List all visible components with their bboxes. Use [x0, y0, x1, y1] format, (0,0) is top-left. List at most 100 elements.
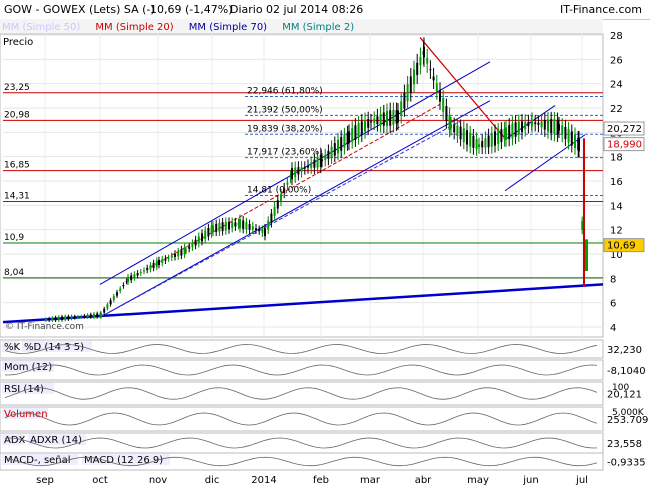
candle-body-34 — [149, 265, 152, 270]
candle-body-170 — [558, 124, 560, 131]
candle-body-83 — [297, 167, 300, 175]
price-badge-0: 20,272 — [607, 124, 642, 135]
candle-body-41 — [170, 255, 173, 258]
candle-body-158 — [524, 121, 527, 130]
channel-lower — [99, 100, 491, 318]
candle-body-107 — [370, 121, 372, 123]
panel-tag-bg-macd-1 — [82, 454, 170, 465]
candle-body-68 — [251, 226, 254, 230]
candle-body-95 — [333, 143, 336, 156]
fib-label-3: 17,917 (23,60%) — [247, 148, 323, 158]
fib-label-0: 22,946 (61,80%) — [247, 86, 323, 96]
candle-body-73 — [267, 220, 270, 230]
candle-body-100 — [348, 131, 350, 144]
candle-body-49 — [194, 239, 197, 246]
candle-body-69 — [255, 228, 257, 230]
candle-body-152 — [505, 127, 507, 140]
panel-line-adx — [4, 437, 598, 449]
candle-body-38 — [161, 259, 164, 263]
candle-body-72 — [264, 228, 266, 237]
candle-body-44 — [180, 249, 183, 256]
candle-body-6 — [64, 316, 67, 320]
candle-body-117 — [400, 101, 403, 116]
panel-value-volume: 253.709 — [607, 415, 648, 426]
legend-item-3: MM (Simple 2) — [282, 22, 354, 33]
candle-body-56 — [215, 223, 218, 232]
candle-body-119 — [406, 84, 409, 102]
y-tick-label-10: 8 — [610, 274, 616, 285]
candle-body-25 — [122, 285, 125, 287]
candle-body-28 — [130, 275, 133, 281]
candle-body-138 — [462, 128, 465, 143]
candle-body-151 — [503, 128, 506, 140]
candle-body-31 — [139, 272, 142, 274]
candle-body-52 — [204, 230, 207, 240]
candle-body-101 — [351, 128, 354, 142]
candle-body-29 — [133, 274, 136, 278]
candle-body-150 — [500, 129, 503, 143]
candle-body-7 — [67, 316, 70, 320]
candle-body-47 — [188, 246, 191, 249]
candle-body-177 — [578, 137, 580, 152]
candle-body-129 — [435, 83, 438, 92]
fib-label-2: 19,839 (38,20%) — [247, 124, 323, 134]
candle-body-8 — [70, 316, 73, 319]
datetime-label: 02 jul 2014 08:26 — [266, 3, 364, 16]
candle-body-1 — [48, 318, 51, 321]
candle-body-173 — [567, 128, 570, 143]
x-tick-label-10: jul — [575, 475, 588, 486]
x-tick-label-9: jun — [522, 475, 538, 486]
panel-tag-macd-1: MACD (12 26 9) — [84, 455, 163, 466]
candle-body-142 — [475, 139, 478, 149]
candle-body-48 — [191, 243, 194, 248]
candle-body-53 — [207, 228, 210, 237]
candle-body-33 — [146, 267, 149, 271]
panel-line-stoch — [4, 344, 598, 354]
candle-body-168 — [553, 119, 556, 135]
candle-body-89 — [316, 157, 319, 168]
panel-tag-adx-1: ADXR (14) — [30, 435, 82, 446]
candle-body-0 — [45, 319, 47, 321]
y-tick-label-2: 24 — [610, 80, 623, 91]
candle-body-65 — [242, 220, 245, 229]
candle-body-59 — [224, 221, 227, 231]
candle-body-40 — [167, 258, 170, 260]
y-tick-label-5: 18 — [610, 153, 623, 164]
watermark: © IT-Finance.com — [5, 322, 84, 332]
candle-body-145 — [484, 138, 487, 148]
candle-body-123 — [419, 56, 422, 66]
panel-value-mom: -8,1040 — [607, 366, 646, 377]
panel-tag-bg-adx-0 — [2, 434, 24, 445]
panel-tag-rsi-0: RSI (14) — [4, 384, 44, 395]
panel-line-macd — [4, 456, 598, 467]
candle-body-133 — [448, 114, 451, 130]
candle-body-91 — [321, 159, 323, 162]
candle-body-171 — [561, 125, 564, 136]
candle-body-27 — [127, 276, 129, 283]
candle-body-5 — [61, 316, 63, 321]
legend-bar — [0, 19, 603, 33]
candle-body-79 — [286, 182, 289, 185]
candle-body-66 — [245, 222, 248, 230]
candle-body-110 — [379, 114, 382, 126]
y-tick-label-6: 16 — [610, 177, 623, 188]
candle-body-161 — [531, 119, 533, 126]
candle-body-115 — [395, 110, 398, 124]
candle-body-118 — [403, 92, 406, 109]
level-label-5: 8,04 — [4, 268, 24, 278]
candle-body-42 — [174, 253, 176, 257]
price-panel-frame — [0, 33, 604, 338]
price-badge-bg-1 — [603, 137, 645, 152]
candle-body-90 — [319, 154, 322, 167]
candle-body-99 — [346, 132, 349, 145]
candle-body-94 — [330, 146, 333, 158]
candle-body-71 — [261, 229, 264, 233]
candle-body-144 — [481, 141, 484, 148]
candle-body-153 — [508, 125, 511, 140]
candle-body-139 — [466, 130, 468, 145]
y-tick-label-9: 10 — [610, 250, 623, 261]
price-panel-label: Precio — [3, 37, 33, 48]
candle-body-10 — [77, 316, 79, 318]
candle-body-36 — [155, 260, 158, 267]
